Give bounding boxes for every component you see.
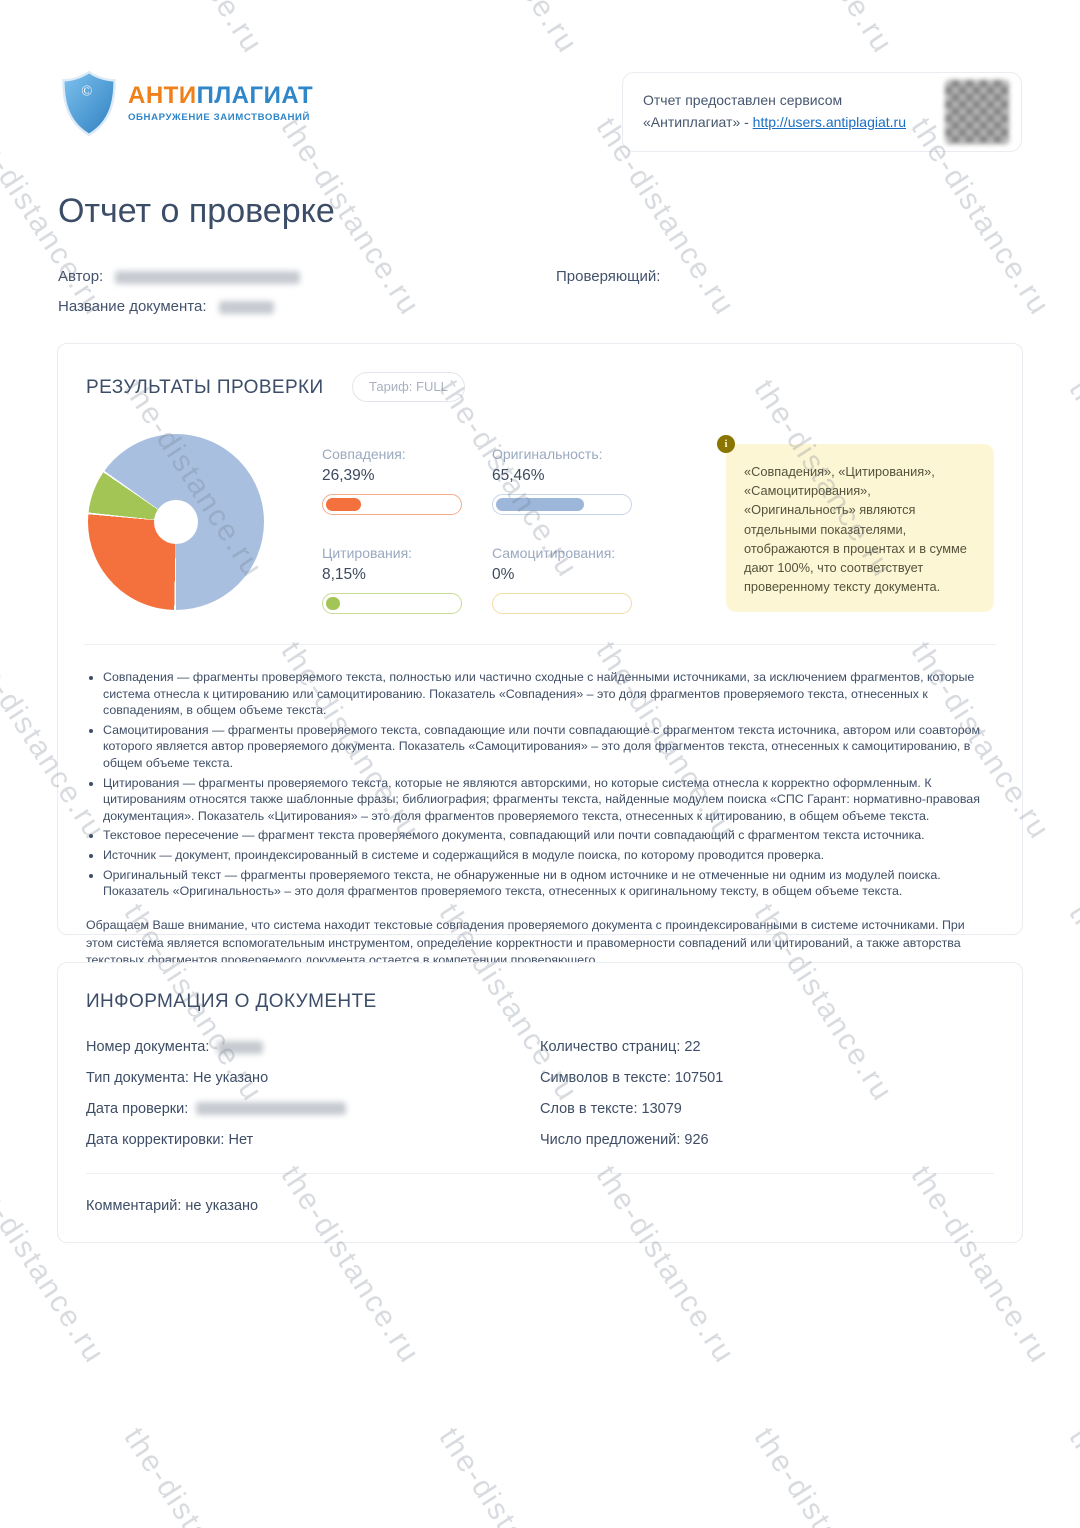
definition-item: Оригинальный текст — фрагменты проверяем…	[103, 867, 994, 900]
info-icon: i	[717, 435, 735, 453]
definition-item: Цитирования — фрагменты проверяемого тек…	[103, 775, 994, 825]
stat-bar-fill	[326, 597, 340, 610]
definition-item: Текстовое пересечение — фрагмент текста …	[103, 827, 994, 844]
service-link[interactable]: http://users.antiplagiat.ru	[752, 114, 906, 130]
brand-name: АНТИПЛАГИАТ	[128, 82, 314, 109]
author-row: Автор:	[58, 268, 301, 285]
docname-label: Название документа:	[58, 298, 207, 315]
docinfo-title: ИНФОРМАЦИЯ О ДОКУМЕНТЕ	[86, 991, 377, 1012]
stat-bar-fill	[496, 498, 584, 511]
field-doc-number: Номер документа:	[86, 1039, 540, 1056]
check-date-redacted	[196, 1102, 347, 1116]
pie-hole	[154, 500, 198, 544]
watermark-text: the-distance.ru	[117, 1422, 270, 1528]
results-title: РЕЗУЛЬТАТЫ ПРОВЕРКИ	[86, 377, 324, 398]
watermark-text: the-distance.ru	[747, 1422, 900, 1528]
results-divider	[84, 644, 996, 645]
app-header: © АНТИПЛАГИАТ ОБНАРУЖЕНИЕ ЗАИМСТВОВАНИЙ	[60, 70, 313, 138]
stat-matches: Совпадения: 26,39%	[322, 446, 492, 515]
stat-originality: Оригинальность: 65,46%	[492, 446, 662, 515]
docinfo-divider	[86, 1172, 994, 1174]
stat-bar	[492, 593, 632, 614]
stat-bar	[322, 494, 462, 515]
field-page-count: Количество страниц: 22	[540, 1039, 701, 1055]
field-correction-date: Дата корректировки: Нет	[86, 1131, 254, 1148]
brand-tagline: ОБНАРУЖЕНИЕ ЗАИМСТВОВАНИЙ	[128, 112, 311, 123]
watermark-text: the-distance.ru	[431, 0, 584, 60]
definitions-list: Совпадения — фрагменты проверяемого текс…	[86, 669, 994, 900]
definition-item: Совпадения — фрагменты проверяемого текс…	[103, 669, 994, 719]
docinfo-fields: Номер документа: Тип документа: Не указа…	[86, 1039, 994, 1163]
info-note-text: «Совпадения», «Цитирования», «Самоцитиро…	[726, 444, 994, 613]
reviewer-label: Проверяющий:	[556, 268, 661, 285]
watermark-text: the-distance.ru	[1062, 1422, 1080, 1528]
results-pie-chart	[88, 434, 264, 610]
docinfo-fields-right: Количество страниц: 22 Символов в тексте…	[540, 1039, 994, 1163]
watermark-text: the-distance.ru	[746, 0, 899, 60]
antiplagiat-shield-icon: ©	[62, 70, 116, 137]
docinfo-fields-left: Номер документа: Тип документа: Не указа…	[86, 1039, 540, 1163]
field-char-count: Символов в тексте: 107501	[540, 1069, 724, 1086]
stat-bar-fill	[326, 498, 362, 511]
stat-bar	[492, 494, 632, 515]
watermark-text: the-distance.ru	[1061, 0, 1080, 60]
comment-field: Комментарий: не указано	[86, 1197, 259, 1214]
watermark-text: the-distance.ru	[432, 1422, 585, 1528]
definition-item: Источник — документ, проиндексированный …	[103, 847, 994, 864]
reviewer-row: Проверяющий:	[556, 268, 660, 285]
docname-row: Название документа:	[58, 298, 274, 315]
watermark-text: the-distance.ru	[1062, 374, 1080, 584]
info-note-wrap: i «Совпадения», «Цитирования», «Самоцити…	[717, 435, 994, 614]
service-note-text: Отчет предоставлен сервисом «Антиплагиат…	[643, 92, 906, 130]
results-card: РЕЗУЛЬТАТЫ ПРОВЕРКИ Тариф: FULL Совпаден…	[57, 343, 1023, 967]
stat-citations: Цитирования: 8,15%	[322, 545, 492, 614]
service-note-box: Отчет предоставлен сервисом «Антиплагиат…	[622, 72, 1022, 152]
stats-grid: Совпадения: 26,39% Оригинальность: 65,46…	[322, 446, 662, 614]
page-title: Отчет о проверке	[58, 192, 335, 230]
copyright-glyph: ©	[81, 83, 92, 99]
results-chart-row: Совпадения: 26,39% Оригинальность: 65,46…	[86, 434, 994, 614]
qr-code-image	[945, 80, 1009, 144]
field-check-date: Дата проверки:	[86, 1101, 540, 1118]
stat-selfcitations: Самоцитирования: 0%	[492, 545, 662, 614]
doc-number-redacted	[217, 1040, 264, 1054]
watermark-text: the-distance.ru	[1062, 898, 1080, 1108]
field-doc-type: Тип документа: Не указано	[86, 1069, 269, 1086]
docname-redacted	[218, 300, 274, 314]
author-name-redacted	[115, 270, 301, 284]
watermark-text: the-distance.ru	[116, 0, 269, 60]
docinfo-card: ИНФОРМАЦИЯ О ДОКУМЕНТЕ Номер документа: …	[57, 962, 1023, 1243]
brand-block: АНТИПЛАГИАТ ОБНАРУЖЕНИЕ ЗАИМСТВОВАНИЙ	[128, 82, 314, 124]
definition-item: Самоцитирования — фрагменты проверяемого…	[103, 722, 994, 772]
tariff-badge: Тариф: FULL	[352, 372, 465, 402]
author-label: Автор:	[58, 268, 104, 285]
field-word-count: Слов в тексте: 13079	[540, 1100, 682, 1117]
stat-bar	[322, 593, 462, 614]
field-sentence-count: Число предложений: 926	[540, 1131, 709, 1148]
